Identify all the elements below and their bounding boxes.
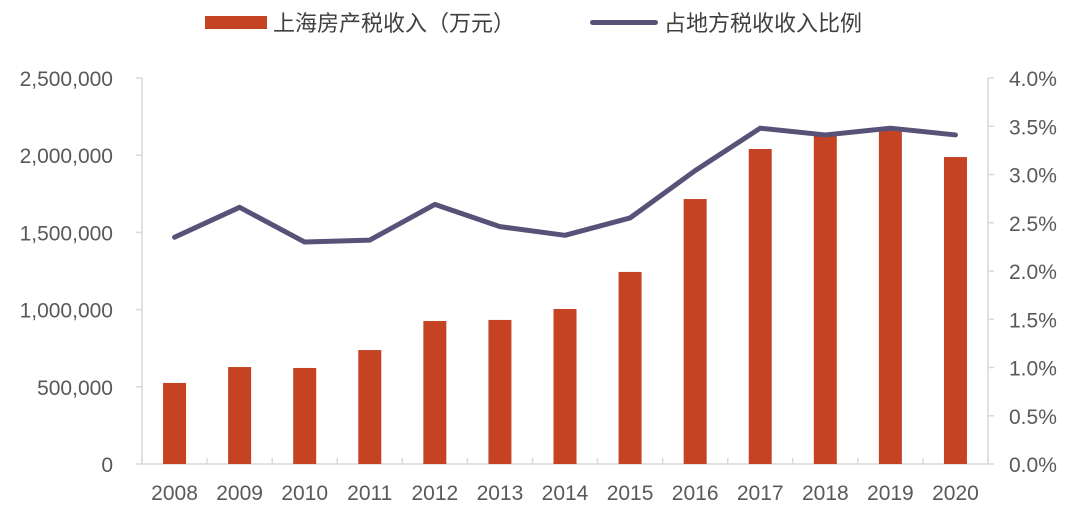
right-axis-tick-label: 1.5% bbox=[1009, 309, 1057, 332]
left-axis-tick-label: 2,500,000 bbox=[20, 68, 113, 91]
bar-2018 bbox=[813, 134, 837, 464]
left-axis-tick-label: 0 bbox=[101, 454, 113, 477]
left-axis-tick-label: 1,000,000 bbox=[20, 300, 113, 323]
x-axis-tick-label: 2014 bbox=[542, 482, 589, 505]
legend-bar-swatch bbox=[205, 15, 267, 29]
left-axis-tick-label: 1,500,000 bbox=[20, 222, 113, 245]
line-series bbox=[172, 125, 958, 245]
right-axis-tick-label: 3.0% bbox=[1009, 165, 1057, 188]
right-axis-tick-label: 0.0% bbox=[1009, 454, 1057, 477]
legend-item-line: 占地方税收收入比例 bbox=[590, 6, 862, 38]
legend-item-bar: 上海房产税收入（万元） bbox=[205, 6, 515, 38]
x-axis-tick-label: 2020 bbox=[932, 482, 979, 505]
legend-line-label: 占地方税收收入比例 bbox=[664, 12, 863, 37]
x-axis-tick-label: 2009 bbox=[216, 482, 263, 505]
x-axis-tick-label: 2016 bbox=[672, 482, 719, 505]
x-axis-tick-label: 2013 bbox=[477, 482, 524, 505]
axis-labels: 0 500,000 1,000,000 1,500,000 2,000,000 2,500… bbox=[20, 68, 1057, 505]
bar-2009 bbox=[228, 367, 252, 464]
bar-2008 bbox=[163, 382, 187, 464]
bar-2019 bbox=[878, 128, 902, 464]
bar-2020 bbox=[943, 157, 967, 464]
legend-bar-label: 上海房产税收入（万元） bbox=[273, 12, 516, 37]
chart-legend: 上海房产税收入（万元） 占地方税收收入比例 bbox=[0, 6, 1080, 38]
x-axis-tick-label: 2011 bbox=[347, 482, 392, 505]
ratio-line bbox=[172, 125, 958, 245]
left-axis-tick-label: 500,000 bbox=[37, 377, 113, 400]
right-axis-tick-label: 1.0% bbox=[1009, 358, 1057, 381]
x-axis-tick-label: 2010 bbox=[281, 482, 328, 505]
bar-2010 bbox=[293, 367, 317, 464]
bar-2017 bbox=[748, 149, 772, 465]
x-axis-tick-label: 2018 bbox=[802, 482, 849, 505]
bar-2016 bbox=[683, 199, 707, 464]
x-axis-tick-label: 2019 bbox=[867, 482, 914, 505]
x-axis-tick-label: 2012 bbox=[411, 482, 458, 505]
bar-2011 bbox=[358, 350, 382, 464]
legend-line-swatch bbox=[590, 19, 658, 25]
x-axis-tick-label: 2017 bbox=[737, 482, 784, 505]
bar-2015 bbox=[618, 271, 642, 464]
right-axis-tick-label: 0.5% bbox=[1009, 406, 1057, 429]
right-axis-tick-label: 4.0% bbox=[1009, 68, 1057, 91]
x-axis-tick-label: 2008 bbox=[151, 482, 198, 505]
bar-2012 bbox=[423, 321, 447, 464]
bar-series bbox=[163, 128, 967, 465]
right-axis-tick-label: 2.5% bbox=[1009, 213, 1057, 236]
bar-2014 bbox=[553, 308, 577, 464]
x-axis-tick-label: 2015 bbox=[607, 482, 654, 505]
bar-2013 bbox=[488, 319, 512, 464]
left-axis-tick-label: 2,000,000 bbox=[20, 145, 113, 168]
right-axis-tick-label: 2.0% bbox=[1009, 261, 1057, 284]
right-axis-tick-label: 3.5% bbox=[1009, 116, 1057, 139]
